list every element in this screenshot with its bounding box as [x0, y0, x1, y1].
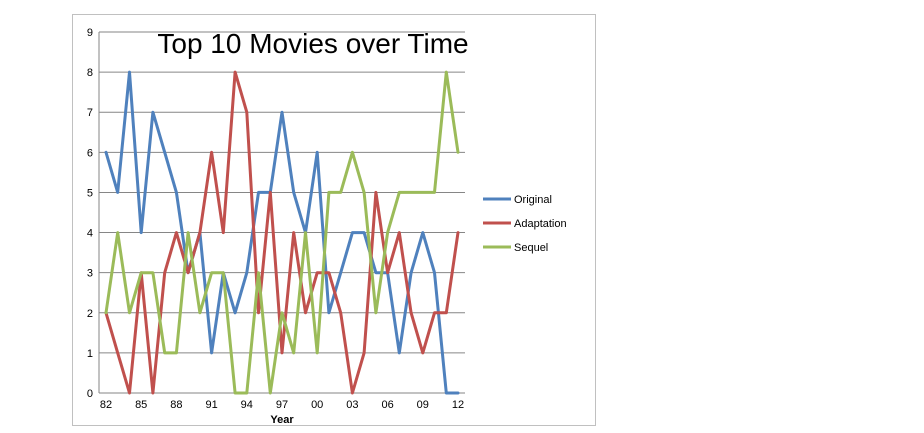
x-tick-label: 03	[346, 399, 358, 411]
chart-title: Top 10 Movies over Time	[157, 28, 468, 59]
y-tick-label: 9	[87, 27, 93, 39]
series-lines	[104, 70, 460, 395]
legend-label: Adaptation	[514, 218, 567, 230]
y-tick-label: 2	[87, 308, 93, 320]
y-tick-label: 7	[87, 107, 93, 119]
y-tick-label: 3	[87, 268, 93, 280]
series-line-sequel	[104, 70, 460, 395]
x-tick-label: 00	[311, 399, 323, 411]
y-tick-label: 6	[87, 147, 93, 159]
y-tick-label: 0	[87, 388, 93, 400]
series-line-original	[104, 70, 460, 395]
y-tick-label: 8	[87, 67, 93, 79]
x-tick-label: 85	[135, 399, 147, 411]
chart-area: 0 1 2 3 4 5 6 7 8 9 82 85 88 91 94 97 00 03 06 09 12 Top 10 …	[72, 14, 596, 426]
y-tick-label: 4	[87, 228, 93, 240]
x-axis-label: Year	[270, 414, 294, 425]
x-tick-label: 88	[170, 399, 182, 411]
x-tick-label: 09	[417, 399, 429, 411]
y-tick-label: 5	[87, 187, 93, 199]
x-tick-label: 94	[241, 399, 253, 411]
series-line-adaptation	[104, 70, 460, 395]
legend-label: Original	[514, 194, 552, 206]
x-tick-label: 06	[381, 399, 393, 411]
x-tick-label: 12	[452, 399, 464, 411]
legend-label: Sequel	[514, 242, 548, 254]
legend: Original Adaptation Sequel	[483, 194, 567, 254]
x-tick-label: 82	[100, 399, 112, 411]
x-tick-label: 97	[276, 399, 288, 411]
y-tick-label: 1	[87, 348, 93, 360]
x-tick-label: 91	[205, 399, 217, 411]
